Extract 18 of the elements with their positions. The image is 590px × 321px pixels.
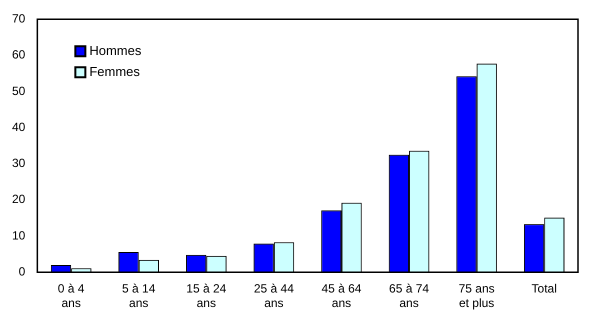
y-tick-label: 0 bbox=[18, 264, 26, 279]
y-tick-label: 60 bbox=[12, 48, 26, 62]
y-tick-label: 20 bbox=[12, 192, 26, 206]
y-tick-label: 30 bbox=[12, 156, 26, 170]
legend-label: Femmes bbox=[89, 64, 140, 79]
x-tick-label: 65 à 74 ans bbox=[389, 282, 430, 310]
legend-label: Hommes bbox=[89, 42, 142, 58]
x-tick-label: 0 à 4 ans bbox=[58, 282, 85, 310]
y-tick-label: 50 bbox=[12, 84, 26, 98]
x-tick-label: 75 ans et plus bbox=[458, 282, 495, 310]
y-tick-label: 70 bbox=[12, 12, 26, 26]
x-tick-label: 15 à 24 ans bbox=[186, 282, 227, 310]
x-tick-label: 45 à 64 ans bbox=[321, 282, 362, 310]
x-tick-label: Total bbox=[532, 282, 557, 296]
y-tick-label: 40 bbox=[12, 120, 26, 134]
y-tick-label: 10 bbox=[12, 228, 26, 242]
x-tick-label: 5 à 14 ans bbox=[122, 282, 156, 310]
x-tick-label: 25 à 44 ans bbox=[254, 282, 294, 310]
